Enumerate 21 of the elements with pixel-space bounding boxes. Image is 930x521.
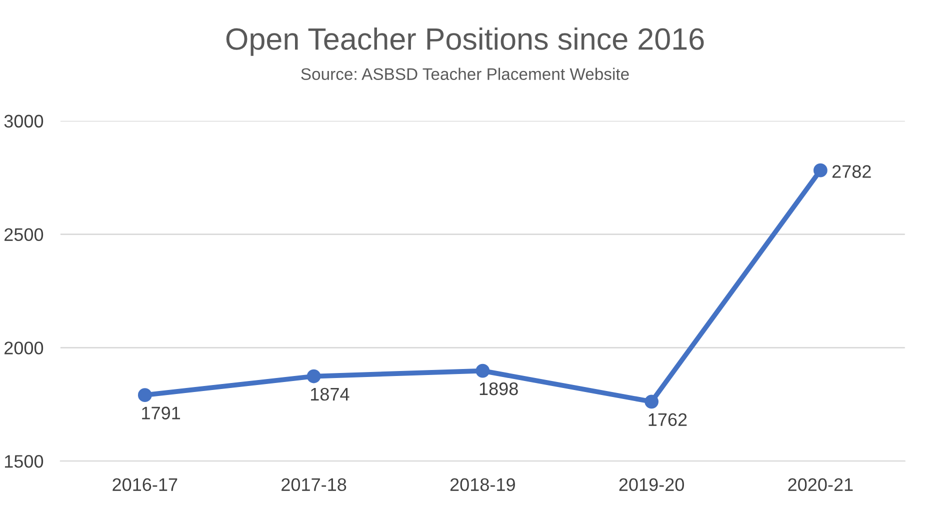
x-tick-label: 2017-18 bbox=[282, 478, 346, 492]
data-label: 1874 bbox=[310, 388, 350, 401]
data-label: 2782 bbox=[832, 165, 871, 178]
point bbox=[138, 388, 152, 402]
y-tick-label: 1500 bbox=[5, 455, 44, 468]
data-label: 1762 bbox=[648, 413, 687, 426]
x-tick-label: 2019-20 bbox=[619, 478, 684, 492]
y-tick-label: 2500 bbox=[4, 228, 44, 241]
point bbox=[644, 394, 659, 409]
point bbox=[814, 163, 828, 178]
data-label: 1791 bbox=[142, 406, 180, 420]
x-tick-label: 2020-21 bbox=[788, 478, 853, 492]
y-tick-label: 3000 bbox=[4, 114, 44, 128]
x-tick-label: 2016-17 bbox=[112, 478, 178, 492]
source-note: Source: ASBSD Teacher Placement Website bbox=[301, 68, 629, 80]
point bbox=[476, 364, 490, 378]
y-tick-label: 2000 bbox=[4, 342, 44, 354]
chart-title: Open Teacher Positions since 2016 bbox=[226, 27, 704, 56]
data-label: 1898 bbox=[480, 382, 518, 396]
point bbox=[306, 369, 321, 384]
x-tick-label: 2018-19 bbox=[450, 478, 515, 492]
